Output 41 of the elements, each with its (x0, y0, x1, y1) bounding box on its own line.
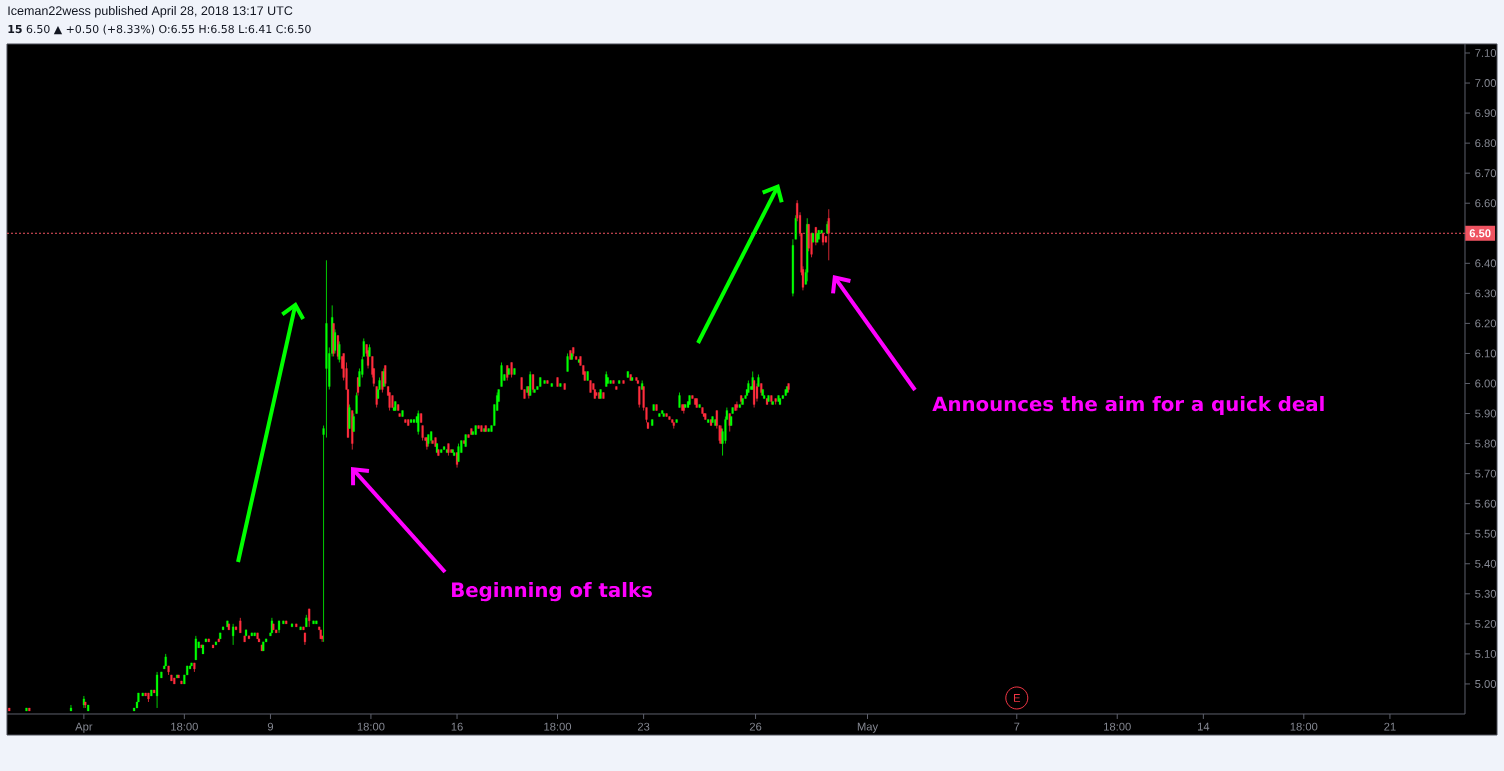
chart-title: Iceman22wess published April 28, 2018 13:17 UTC (8, 5, 293, 18)
x-tick-label: May (857, 722, 879, 733)
annotation: E (1013, 694, 1021, 702)
y-tick-label: 5.30 (1475, 589, 1497, 598)
y-tick-label: 5.70 (1475, 469, 1497, 478)
x-tick-label: 18:00 (1104, 722, 1131, 731)
annotation: Announces the aim for a quick deal (932, 396, 1324, 416)
x-tick-label: 16 (451, 722, 463, 731)
y-tick-label: 5.50 (1475, 529, 1497, 538)
x-tick-label: 14 (1197, 722, 1210, 731)
y-tick-label: 6.90 (1475, 109, 1497, 118)
y-tick-label: 5.10 (1475, 649, 1497, 658)
y-tick-label: 7.00 (1475, 79, 1497, 88)
y-tick-label: 6.10 (1475, 349, 1497, 358)
y-tick-label: 5.20 (1475, 619, 1497, 628)
y-tick-label: 6.70 (1475, 169, 1497, 178)
y-tick-label: 7.10 (1475, 49, 1497, 57)
x-tick-label: 18:00 (1290, 722, 1318, 731)
x-tick-label: 18:00 (171, 722, 198, 731)
x-tick-label: 21 (1384, 722, 1396, 731)
x-tick-label: 18:00 (357, 722, 385, 731)
x-tick-label: 23 (637, 722, 650, 731)
y-tick-label: 6.60 (1475, 199, 1497, 208)
y-tick-label: 6.40 (1475, 259, 1497, 268)
y-tick-label: 6.30 (1475, 289, 1497, 298)
y-tick-label: 5.90 (1475, 409, 1497, 418)
ref-line-label: 6.50 (1469, 229, 1491, 238)
y-tick-label: 6.20 (1475, 319, 1497, 328)
x-tick-label: Apr (75, 722, 93, 733)
chart-subtitle: 15 6.50 ▲ +0.50 (+8.33%) O:6.55 H:6.58 L:6.41 C:6.50 (8, 24, 311, 35)
x-tick-label: 26 (749, 722, 762, 731)
annotation: Beginning of talks (452, 582, 652, 602)
x-tick-label: 9 (267, 722, 274, 731)
y-tick-label: 5.80 (1475, 439, 1497, 448)
x-tick-label: 18:00 (544, 722, 572, 731)
y-tick-label: 5.00 (1475, 679, 1497, 688)
y-tick-label: 5.60 (1475, 499, 1497, 508)
y-tick-label: 6.00 (1475, 379, 1497, 388)
y-tick-label: 5.40 (1475, 559, 1497, 568)
y-tick-label: 6.80 (1475, 139, 1497, 148)
x-tick-label: 7 (1014, 722, 1020, 731)
